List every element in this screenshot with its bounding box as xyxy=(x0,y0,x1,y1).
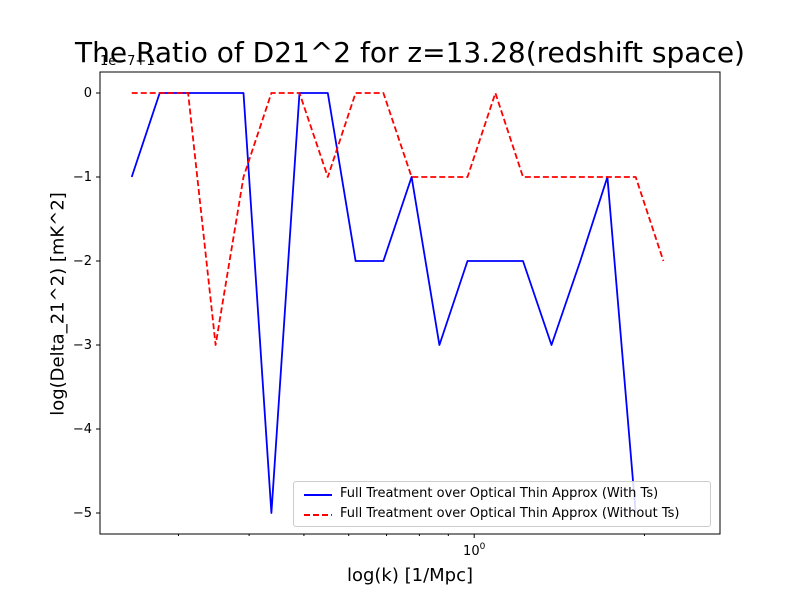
y-tick-label: −2 xyxy=(73,254,92,269)
legend-label-with-ts: Full Treatment over Optical Thin Approx … xyxy=(340,486,659,501)
series-line-with-ts xyxy=(130,92,637,514)
series-layer xyxy=(130,92,665,514)
y-tick-label: −1 xyxy=(73,170,92,185)
plot-area xyxy=(99,71,721,535)
y-tick-label: −5 xyxy=(73,506,92,521)
x-tick-label: 100 xyxy=(463,542,486,559)
legend-swatch-with-ts xyxy=(304,494,332,496)
y-tick-label: −3 xyxy=(73,338,92,353)
legend: Full Treatment over Optical Thin Approx … xyxy=(293,481,711,527)
legend-label-without-ts: Full Treatment over Optical Thin Approx … xyxy=(340,506,680,521)
series-line-without-ts xyxy=(131,92,665,346)
y-tick-label: 0 xyxy=(84,86,92,101)
legend-swatch-without-ts xyxy=(304,514,332,516)
chart-title: The Ratio of D21^2 for z=13.28(redshift … xyxy=(75,36,745,69)
x-axis: 100 xyxy=(177,534,645,559)
y-offset-label: 1e−7+1 xyxy=(100,54,155,69)
y-axis-label: log(Delta_21^2) [mK^2] xyxy=(47,192,69,416)
y-tick-label: −4 xyxy=(73,422,92,437)
y-axis: 0 −1 −2 −3 −4 −5 xyxy=(73,86,100,521)
x-axis-label: log(k) [1/Mpc] xyxy=(346,565,474,586)
